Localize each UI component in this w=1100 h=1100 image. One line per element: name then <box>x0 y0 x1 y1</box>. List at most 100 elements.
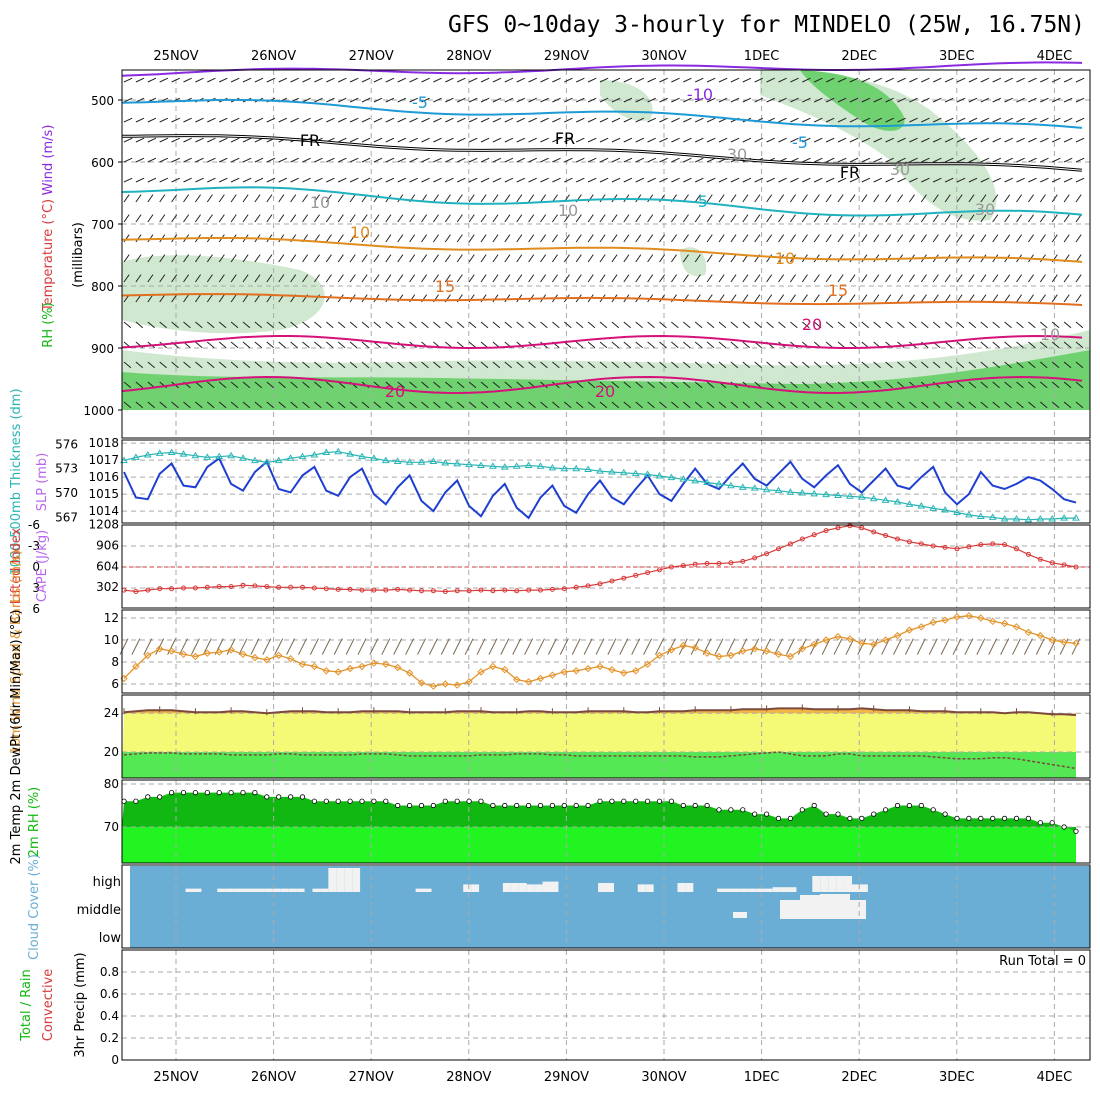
wind-barb <box>873 137 883 143</box>
wind-barb <box>492 381 501 389</box>
wind-barb <box>861 137 871 143</box>
wind-barb <box>242 194 249 203</box>
contour-label: 20 <box>385 382 405 401</box>
wind-barb <box>897 361 905 369</box>
li-marker <box>561 586 567 592</box>
wind-barb <box>611 401 620 409</box>
li-marker <box>930 543 936 549</box>
surface-wind-barb <box>845 638 855 655</box>
rh-marker <box>609 798 615 804</box>
wind-barb <box>682 401 691 409</box>
wind-barb <box>480 97 490 103</box>
cloud-high-cell <box>598 883 607 892</box>
ylabel-temperature: Temperature (°C) <box>41 199 56 312</box>
wind-barb <box>587 214 594 223</box>
wind-barb <box>742 401 751 409</box>
wind-barb <box>397 177 407 183</box>
wind-barb <box>1027 194 1034 203</box>
rh-marker <box>276 794 282 800</box>
surface-wind-barb <box>393 638 403 655</box>
wind-barb <box>563 341 572 349</box>
rh-shade-upper <box>760 70 997 221</box>
cloud-high-cell <box>851 884 860 892</box>
rh-marker <box>442 798 448 804</box>
wind-barb <box>1075 137 1085 143</box>
wind-speed-marker <box>1060 638 1068 646</box>
wind-barb <box>218 214 225 223</box>
wind-barb <box>290 254 297 263</box>
wind-barb <box>516 77 526 83</box>
wind-barb <box>433 401 441 409</box>
wind-barb <box>159 254 166 263</box>
wind-barb <box>635 254 642 263</box>
wind-barb <box>718 361 727 369</box>
thickness-marker <box>132 453 140 460</box>
wind-barb <box>147 361 156 369</box>
wind-barb <box>909 117 918 123</box>
wind-barb <box>433 321 441 329</box>
wind-barb <box>564 77 573 83</box>
wind-barb <box>564 97 573 103</box>
wind-barb <box>1051 274 1058 283</box>
wind-barb <box>921 97 930 103</box>
wind-speed-marker <box>739 647 747 655</box>
wind-barb <box>278 117 288 123</box>
rh-marker <box>882 807 889 813</box>
thickness-marker <box>738 483 747 490</box>
wind-barb <box>647 214 654 223</box>
wind-barb <box>706 274 713 283</box>
wind-barb <box>1051 157 1061 163</box>
wind-barb <box>432 254 439 263</box>
wind-barb <box>944 157 954 163</box>
wind-barb <box>980 234 987 243</box>
wind-barb <box>801 194 808 203</box>
wind-barb <box>230 117 240 123</box>
thickness-marker <box>846 492 854 499</box>
wind-barb <box>456 137 466 143</box>
wind-barb <box>635 361 643 369</box>
rh-marker <box>573 802 579 809</box>
wind-barb <box>790 361 798 369</box>
wind-barb <box>480 381 489 389</box>
cloud-high-cell <box>288 888 297 892</box>
surface-wind-barb <box>833 638 843 655</box>
wind-barb <box>790 401 798 409</box>
cape-tick-label: 906 <box>96 538 119 552</box>
wind-barb <box>754 177 764 183</box>
li-marker <box>1025 551 1031 557</box>
rh-marker <box>240 789 246 796</box>
rh-marker <box>133 798 139 804</box>
wind-barb <box>480 361 489 369</box>
wind-barb <box>682 254 689 263</box>
date-label-bottom: 4DEC <box>1037 1070 1073 1085</box>
cloud-high-cell <box>836 876 845 892</box>
wind-barb <box>873 321 881 329</box>
wind-barb <box>1016 194 1023 203</box>
wind-barb <box>968 157 978 163</box>
wind-barb <box>159 361 167 369</box>
wind-barb <box>849 234 856 243</box>
wind-barb <box>885 321 893 329</box>
wind-barb <box>492 254 499 263</box>
wind-barb <box>635 321 643 329</box>
wind-barb <box>207 157 216 163</box>
wind-barb <box>135 137 145 143</box>
wind-barb <box>456 381 465 389</box>
wind-barb <box>647 137 656 143</box>
surface-wind-barb <box>524 638 534 655</box>
thickness-tick-label: 567 <box>55 510 78 524</box>
wind-barb <box>635 177 645 183</box>
surface-wind-barb <box>321 638 331 655</box>
wind-barb <box>564 157 573 163</box>
wind-barb <box>909 137 918 143</box>
date-label-bottom: 3DEC <box>939 1070 975 1085</box>
contour-freezing-inner <box>121 135 1083 171</box>
wind-barb <box>599 361 608 369</box>
wind-barb <box>599 234 606 243</box>
rh-marker <box>454 798 460 804</box>
wind-barb <box>218 157 228 163</box>
wind-barb <box>540 321 548 329</box>
wind-barb <box>183 157 192 163</box>
li-marker <box>311 585 317 591</box>
wind-barb <box>897 321 905 329</box>
